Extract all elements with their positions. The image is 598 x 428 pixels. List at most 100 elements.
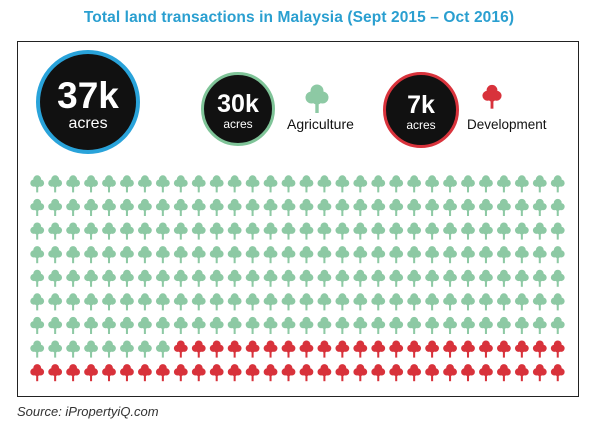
agriculture-tree-mark (389, 222, 404, 240)
agriculture-tree-mark (479, 269, 493, 287)
agriculture-tree-mark (479, 198, 493, 216)
development-tree-icon (482, 84, 502, 109)
agriculture-tree-mark (371, 316, 386, 334)
agriculture-tree-mark (335, 175, 350, 193)
agriculture-tree-mark (317, 246, 332, 264)
agriculture-tree-mark (281, 293, 296, 311)
agriculture-tree-mark (389, 269, 404, 287)
agriculture-tree-mark (407, 246, 422, 264)
agriculture-tree-mark (84, 246, 98, 264)
agriculture-tree-mark (120, 175, 134, 193)
agriculture-tree-mark (245, 246, 260, 264)
agriculture-tree-mark (550, 198, 565, 216)
agriculture-tree-mark (371, 175, 386, 193)
agriculture-tree-mark (30, 293, 45, 311)
agriculture-tree-mark (173, 198, 188, 216)
agriculture-tree-icon (305, 84, 329, 113)
agriculture-tree-mark (84, 316, 98, 334)
development-tree-mark (209, 340, 224, 358)
agriculture-tree-mark (299, 316, 314, 334)
development-tree-mark (102, 364, 116, 382)
agriculture-tree-mark (155, 340, 170, 358)
agriculture-tree-mark (66, 340, 80, 358)
agriculture-tree-mark (461, 246, 475, 264)
agriculture-tree-mark (155, 293, 170, 311)
development-tree-mark (514, 364, 529, 382)
agriculture-tree-mark (461, 293, 475, 311)
agriculture-tree-mark (514, 198, 529, 216)
agriculture-tree-mark (138, 269, 152, 287)
development-tree-mark (120, 364, 134, 382)
development-tree-mark (281, 364, 296, 382)
agriculture-tree-mark (425, 175, 439, 193)
agriculture-tree-mark (514, 222, 529, 240)
agriculture-tree-mark (425, 293, 439, 311)
agriculture-tree-mark (461, 269, 475, 287)
agriculture-tree-mark (281, 269, 296, 287)
agriculture-tree-mark (263, 269, 278, 287)
agriculture-tree-mark (371, 269, 386, 287)
agriculture-tree-mark (479, 222, 493, 240)
development-tree-mark (84, 364, 98, 382)
agriculture-tree-mark (245, 175, 260, 193)
agriculture-tree-mark (497, 316, 511, 334)
agriculture-tree-mark (138, 175, 152, 193)
agriculture-tree-mark (120, 316, 134, 334)
agriculture-tree-mark (550, 222, 565, 240)
agriculture-tree-mark (514, 175, 529, 193)
agriculture-tree-mark (550, 246, 565, 264)
agriculture-tree-mark (138, 316, 152, 334)
agriculture-tree-mark (48, 198, 63, 216)
development-tree-mark (191, 364, 206, 382)
agriculture-tree-mark (191, 246, 206, 264)
agriculture-tree-mark (425, 316, 439, 334)
development-tree-mark (497, 364, 511, 382)
agriculture-tree-mark (299, 269, 314, 287)
agriculture-tree-mark (102, 269, 116, 287)
agriculture-tree-mark (102, 246, 116, 264)
agriculture-tree-mark (389, 316, 404, 334)
development-tree-mark (191, 340, 206, 358)
development-circle: 7k acres (383, 72, 459, 148)
development-tree-mark (514, 340, 529, 358)
agriculture-tree-mark (389, 293, 404, 311)
development-tree-mark (389, 364, 404, 382)
agriculture-tree-mark (227, 198, 242, 216)
agriculture-tree-mark (209, 175, 224, 193)
agriculture-tree-mark (155, 175, 170, 193)
infographic-frame (17, 41, 579, 397)
development-tree-mark (407, 340, 422, 358)
agriculture-tree-mark (48, 316, 63, 334)
agriculture-tree-mark (550, 269, 565, 287)
agriculture-tree-mark (227, 175, 242, 193)
agriculture-tree-mark (263, 198, 278, 216)
agriculture-tree-mark (317, 293, 332, 311)
source-note: Source: iPropertyiQ.com (17, 404, 159, 419)
agriculture-tree-mark (514, 293, 529, 311)
agriculture-tree-mark (497, 293, 511, 311)
agriculture-tree-mark (102, 293, 116, 311)
agriculture-tree-mark (497, 269, 511, 287)
agriculture-tree-mark (173, 293, 188, 311)
agriculture-tree-mark (461, 175, 475, 193)
agriculture-tree-mark (317, 198, 332, 216)
agriculture-tree-mark (155, 269, 170, 287)
agriculture-tree-mark (443, 269, 457, 287)
agriculture-tree-mark (407, 175, 422, 193)
agriculture-tree-mark (461, 222, 475, 240)
agriculture-tree-mark (191, 175, 206, 193)
agriculture-tree-mark (138, 222, 152, 240)
development-tree-mark (335, 340, 350, 358)
agriculture-tree-mark (66, 316, 80, 334)
agriculture-tree-mark (138, 293, 152, 311)
development-unit: acres (406, 117, 436, 132)
agriculture-tree-mark (84, 293, 98, 311)
chart-title: Total land transactions in Malaysia (Sep… (83, 9, 515, 26)
agriculture-tree-mark (245, 269, 260, 287)
agriculture-tree-mark (245, 316, 260, 334)
agriculture-tree-mark (407, 198, 422, 216)
agriculture-tree-mark (120, 198, 134, 216)
total-circle: 37k acres (36, 50, 140, 154)
agriculture-tree-mark (48, 246, 63, 264)
agriculture-tree-mark (263, 175, 278, 193)
